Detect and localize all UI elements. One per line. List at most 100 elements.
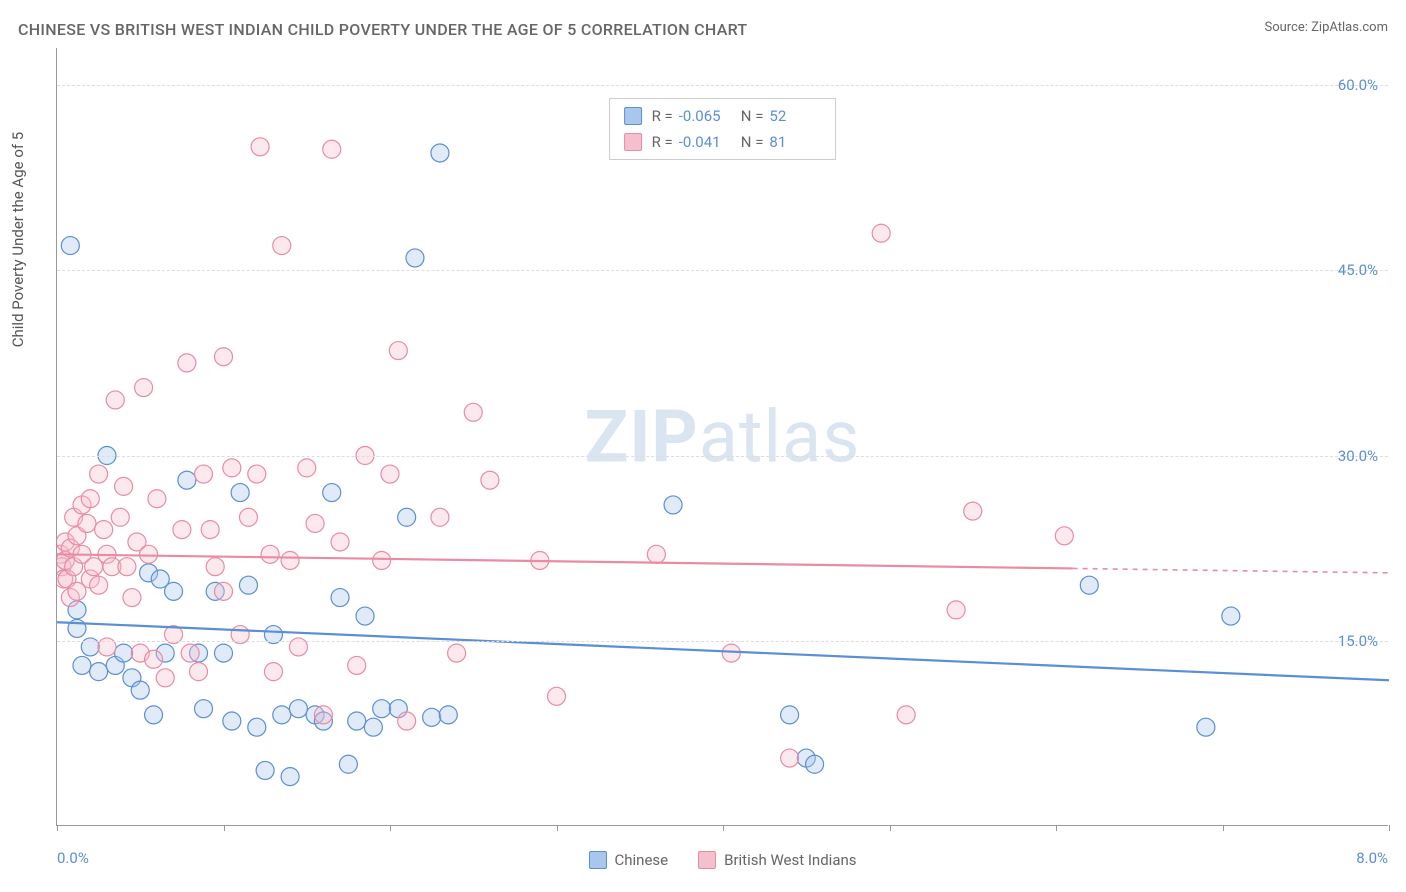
scatter-point: [115, 644, 133, 662]
scatter-point: [947, 601, 965, 619]
scatter-point: [145, 650, 163, 668]
scatter-point: [135, 379, 153, 397]
scatter-point: [323, 484, 341, 502]
scatter-point: [248, 465, 266, 483]
scatter-point: [323, 140, 341, 158]
scatter-point: [314, 706, 332, 724]
scatter-point: [148, 490, 166, 508]
grid-line: [57, 270, 1388, 271]
scatter-point: [251, 138, 269, 156]
scatter-point: [439, 706, 457, 724]
legend-item-chinese: Chinese: [588, 851, 668, 869]
scatter-point: [206, 558, 224, 576]
scatter-point: [722, 644, 740, 662]
scatter-point: [373, 551, 391, 569]
scatter-point: [264, 663, 282, 681]
trend-line: [57, 622, 1389, 680]
scatter-point: [897, 706, 915, 724]
scatter-point: [223, 459, 241, 477]
scatter-point: [239, 508, 257, 526]
scatter-point: [781, 706, 799, 724]
grid-line: [57, 641, 1388, 642]
scatter-point: [373, 700, 391, 718]
legend-label-chinese: Chinese: [614, 851, 668, 869]
y-tick-label: 60.0%: [1338, 76, 1378, 94]
bottom-legend: Chinese British West Indians: [588, 851, 856, 869]
scatter-point: [90, 663, 108, 681]
scatter-point: [381, 465, 399, 483]
scatter-point: [289, 700, 307, 718]
scatter-point: [431, 508, 449, 526]
y-tick-label: 30.0%: [1338, 447, 1378, 465]
scatter-point: [647, 545, 665, 563]
scatter-point: [298, 459, 316, 477]
scatter-point: [356, 607, 374, 625]
scatter-point: [348, 712, 366, 730]
chart-svg: [57, 48, 1389, 826]
scatter-point: [156, 669, 174, 687]
y-axis-label: Child Poverty Under the Age of 5: [9, 132, 27, 348]
stats-row-chinese: R = -0.065 N = 52: [624, 103, 822, 129]
legend-item-bwi: British West Indians: [698, 851, 856, 869]
scatter-point: [90, 465, 108, 483]
plot-area: ZIPatlas R = -0.065 N = 52 R = -0.041 N …: [56, 48, 1388, 826]
scatter-point: [364, 718, 382, 736]
r-label: R =: [652, 129, 673, 155]
scatter-point: [273, 706, 291, 724]
scatter-point: [173, 521, 191, 539]
scatter-point: [131, 681, 149, 699]
scatter-point: [431, 144, 449, 162]
scatter-point: [123, 589, 141, 607]
scatter-point: [548, 687, 566, 705]
stats-row-bwi: R = -0.041 N = 81: [624, 129, 822, 155]
scatter-point: [423, 708, 441, 726]
scatter-point: [106, 391, 124, 409]
scatter-point: [195, 465, 213, 483]
scatter-point: [398, 508, 416, 526]
grid-line: [57, 456, 1388, 457]
scatter-point: [215, 582, 233, 600]
scatter-point: [248, 718, 266, 736]
scatter-point: [145, 706, 163, 724]
scatter-point: [215, 348, 233, 366]
scatter-point: [331, 589, 349, 607]
x-tick: [557, 825, 558, 831]
scatter-point: [781, 749, 799, 767]
n-label: N =: [741, 129, 764, 155]
scatter-point: [281, 551, 299, 569]
scatter-point: [964, 502, 982, 520]
scatter-point: [215, 644, 233, 662]
grid-line: [57, 85, 1388, 86]
x-axis-min: 0.0%: [57, 849, 89, 867]
chart-title: CHINESE VS BRITISH WEST INDIAN CHILD POV…: [18, 20, 748, 39]
scatter-point: [1197, 718, 1215, 736]
scatter-point: [481, 471, 499, 489]
scatter-point: [239, 576, 257, 594]
n-value-bwi: 81: [769, 129, 821, 155]
scatter-point: [178, 471, 196, 489]
x-axis-max: 8.0%: [1356, 849, 1388, 867]
scatter-point: [201, 521, 219, 539]
y-tick-label: 15.0%: [1338, 632, 1378, 650]
scatter-point: [165, 582, 183, 600]
r-label: R =: [652, 103, 673, 129]
x-tick: [1056, 825, 1057, 831]
scatter-point: [406, 249, 424, 267]
n-label: N =: [741, 103, 764, 129]
scatter-point: [664, 496, 682, 514]
x-tick: [224, 825, 225, 831]
scatter-point: [872, 224, 890, 242]
scatter-point: [464, 403, 482, 421]
scatter-point: [181, 644, 199, 662]
x-tick: [57, 825, 58, 831]
scatter-point: [195, 700, 213, 718]
scatter-point: [73, 656, 91, 674]
scatter-point: [223, 712, 241, 730]
x-tick: [890, 825, 891, 831]
scatter-point: [398, 712, 416, 730]
scatter-point: [1222, 607, 1240, 625]
scatter-point: [1080, 576, 1098, 594]
x-tick: [1223, 825, 1224, 831]
scatter-point: [281, 768, 299, 786]
scatter-point: [448, 644, 466, 662]
